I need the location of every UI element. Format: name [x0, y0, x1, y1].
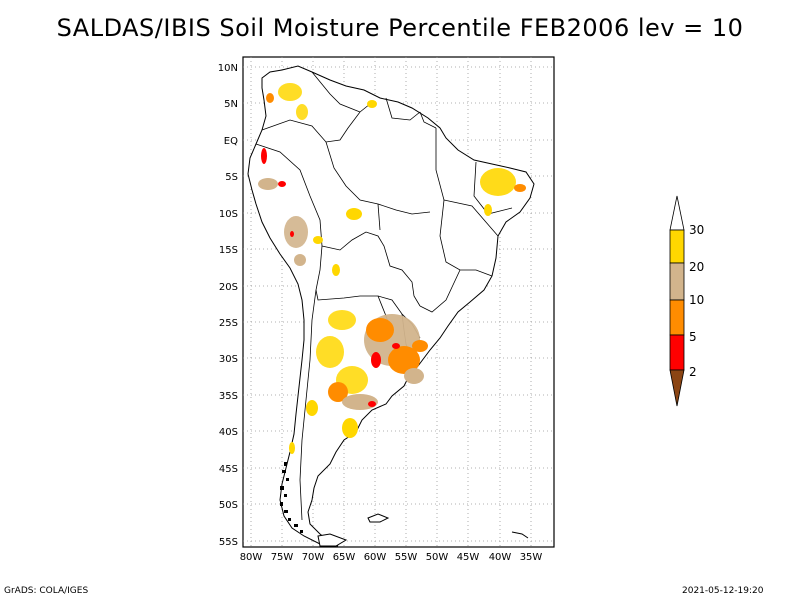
lat-label: 5N	[224, 99, 238, 110]
lon-label: 75W	[271, 552, 294, 563]
lon-label: 70W	[302, 552, 325, 563]
lat-label: 10S	[219, 209, 238, 220]
lat-label: EQ	[224, 136, 238, 147]
lat-label: 55S	[219, 537, 238, 548]
lon-label: 80W	[240, 552, 263, 563]
plot-frame	[242, 56, 555, 548]
color-legend: 30 20 10 5 2	[669, 195, 704, 407]
legend-10-20	[669, 262, 685, 301]
lon-label: 55W	[395, 552, 418, 563]
legend-label: 2	[689, 365, 697, 379]
legend-label: 5	[689, 330, 697, 344]
chile-fjords	[280, 462, 303, 533]
falkland-islands	[367, 513, 390, 523]
lat-label: 45S	[219, 464, 238, 475]
footer-timestamp: 2021-05-12-19:20	[682, 586, 764, 596]
footer-credit: GrADS: COLA/IGES	[4, 586, 89, 596]
tierra-del-fuego	[317, 533, 348, 547]
south-georgia	[511, 531, 529, 539]
legend-above-30	[669, 195, 685, 231]
legend-label: 30	[689, 223, 704, 237]
lat-label: 10N	[218, 63, 238, 74]
legend-2-5	[669, 334, 685, 371]
lat-label: 25S	[219, 318, 238, 329]
lon-label: 35W	[520, 552, 543, 563]
legend-label: 10	[689, 293, 704, 307]
legend-20-30	[669, 229, 685, 264]
lon-label: 40W	[489, 552, 512, 563]
lon-label: 60W	[364, 552, 387, 563]
lat-label: 30S	[219, 354, 238, 365]
map-title: SALDAS/IBIS Soil Moisture Percentile FEB…	[56, 14, 744, 42]
lon-label: 50W	[426, 552, 449, 563]
lon-label: 45W	[457, 552, 480, 563]
lat-label: 20S	[219, 282, 238, 293]
lat-label: 35S	[219, 391, 238, 402]
lat-label: 15S	[219, 245, 238, 256]
lat-label: 5S	[225, 172, 238, 183]
legend-below-2	[669, 369, 685, 407]
lat-label: 50S	[219, 500, 238, 511]
lat-label: 40S	[219, 427, 238, 438]
percentile-shading	[258, 83, 526, 454]
lon-label: 65W	[333, 552, 356, 563]
legend-5-10	[669, 299, 685, 336]
south-america-coastline	[247, 65, 535, 547]
legend-label: 20	[689, 260, 704, 274]
